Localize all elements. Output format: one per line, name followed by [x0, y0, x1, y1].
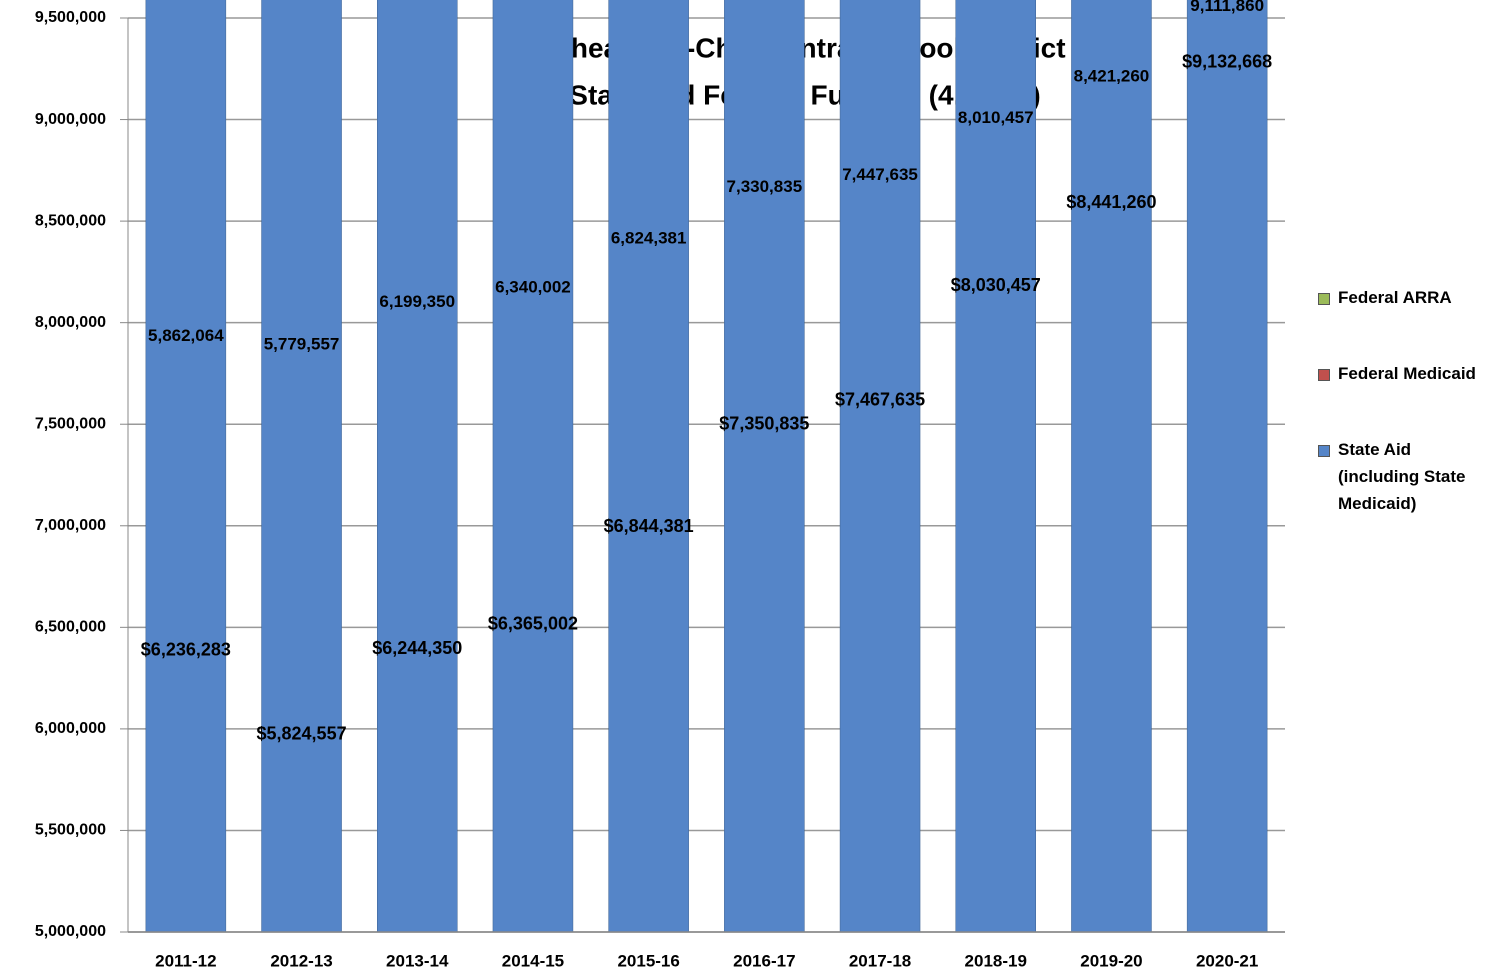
total-label: $6,244,350 [372, 638, 462, 658]
legend-swatch [1318, 293, 1330, 305]
y-tick-label: 9,000,000 [35, 111, 106, 128]
total-label: $6,365,002 [488, 614, 578, 634]
bar-segment [839, 0, 921, 933]
segment-label: 5,779,557 [264, 335, 340, 354]
bar-segment [608, 0, 689, 933]
x-tick-label: 2019-20 [1080, 951, 1142, 970]
x-tick-label: 2018-19 [965, 951, 1027, 970]
total-label: $5,824,557 [257, 723, 347, 743]
bar-segment [261, 0, 342, 933]
legend-swatch [1318, 369, 1330, 381]
total-label: $9,132,668 [1182, 51, 1272, 71]
x-tick-label: 2015-16 [617, 951, 679, 970]
x-tick-label: 2014-15 [502, 951, 564, 970]
segment-label: 5,862,064 [148, 326, 224, 345]
x-tick-label: 2012-13 [270, 951, 332, 970]
y-tick-label: 5,500,000 [35, 822, 106, 839]
y-tick-label: 8,500,000 [35, 212, 106, 229]
bar-segment [955, 0, 1036, 933]
y-tick-label: 5,000,000 [35, 923, 106, 940]
segment-label: 6,824,381 [611, 228, 687, 247]
segment-label: 7,447,635 [842, 165, 918, 184]
total-label: $7,467,635 [835, 390, 925, 410]
bar-segment [377, 0, 458, 933]
segment-label: 8,421,260 [1074, 66, 1150, 85]
segment-label: 9,111,860 [1190, 0, 1264, 15]
x-tick-label: 2020-21 [1196, 951, 1258, 970]
legend-swatch [1318, 445, 1330, 457]
legend-entry: Federal ARRA [1318, 284, 1483, 311]
bar-segment [492, 0, 574, 933]
bar-segment [1186, 0, 1268, 933]
y-tick-label: 6,500,000 [35, 619, 106, 636]
bar-segment [1071, 0, 1152, 933]
total-label: $6,844,381 [604, 516, 694, 536]
x-tick-label: 2016-17 [733, 951, 795, 970]
total-label: $8,030,457 [951, 275, 1041, 295]
legend-label: State Aid (including State Medicaid) [1338, 440, 1466, 513]
legend-label: Federal ARRA [1338, 288, 1452, 307]
legend-label: Federal Medicaid [1338, 364, 1476, 383]
y-tick-label: 8,000,000 [35, 314, 106, 331]
segment-label: 6,199,350 [379, 292, 455, 311]
total-label: $7,350,835 [719, 413, 809, 433]
y-tick-label: 7,000,000 [35, 517, 106, 534]
total-label: $6,236,283 [141, 640, 231, 660]
segment-label: 7,330,835 [727, 177, 803, 196]
y-tick-label: 9,500,000 [35, 9, 106, 26]
legend-entry: State Aid (including State Medicaid) [1318, 436, 1483, 517]
legend-entry: Federal Medicaid [1318, 360, 1483, 387]
x-tick-label: 2011-12 [155, 951, 216, 970]
bar-segment [724, 0, 805, 933]
y-tick-label: 6,000,000 [35, 720, 106, 737]
x-tick-label: 2017-18 [849, 951, 911, 970]
bar-segment [145, 0, 227, 933]
total-label: $8,441,260 [1066, 192, 1156, 212]
segment-label: 8,010,457 [958, 108, 1034, 127]
x-tick-label: 2013-14 [386, 951, 449, 970]
segment-label: 6,340,002 [495, 278, 571, 297]
y-tick-label: 7,500,000 [35, 415, 106, 432]
